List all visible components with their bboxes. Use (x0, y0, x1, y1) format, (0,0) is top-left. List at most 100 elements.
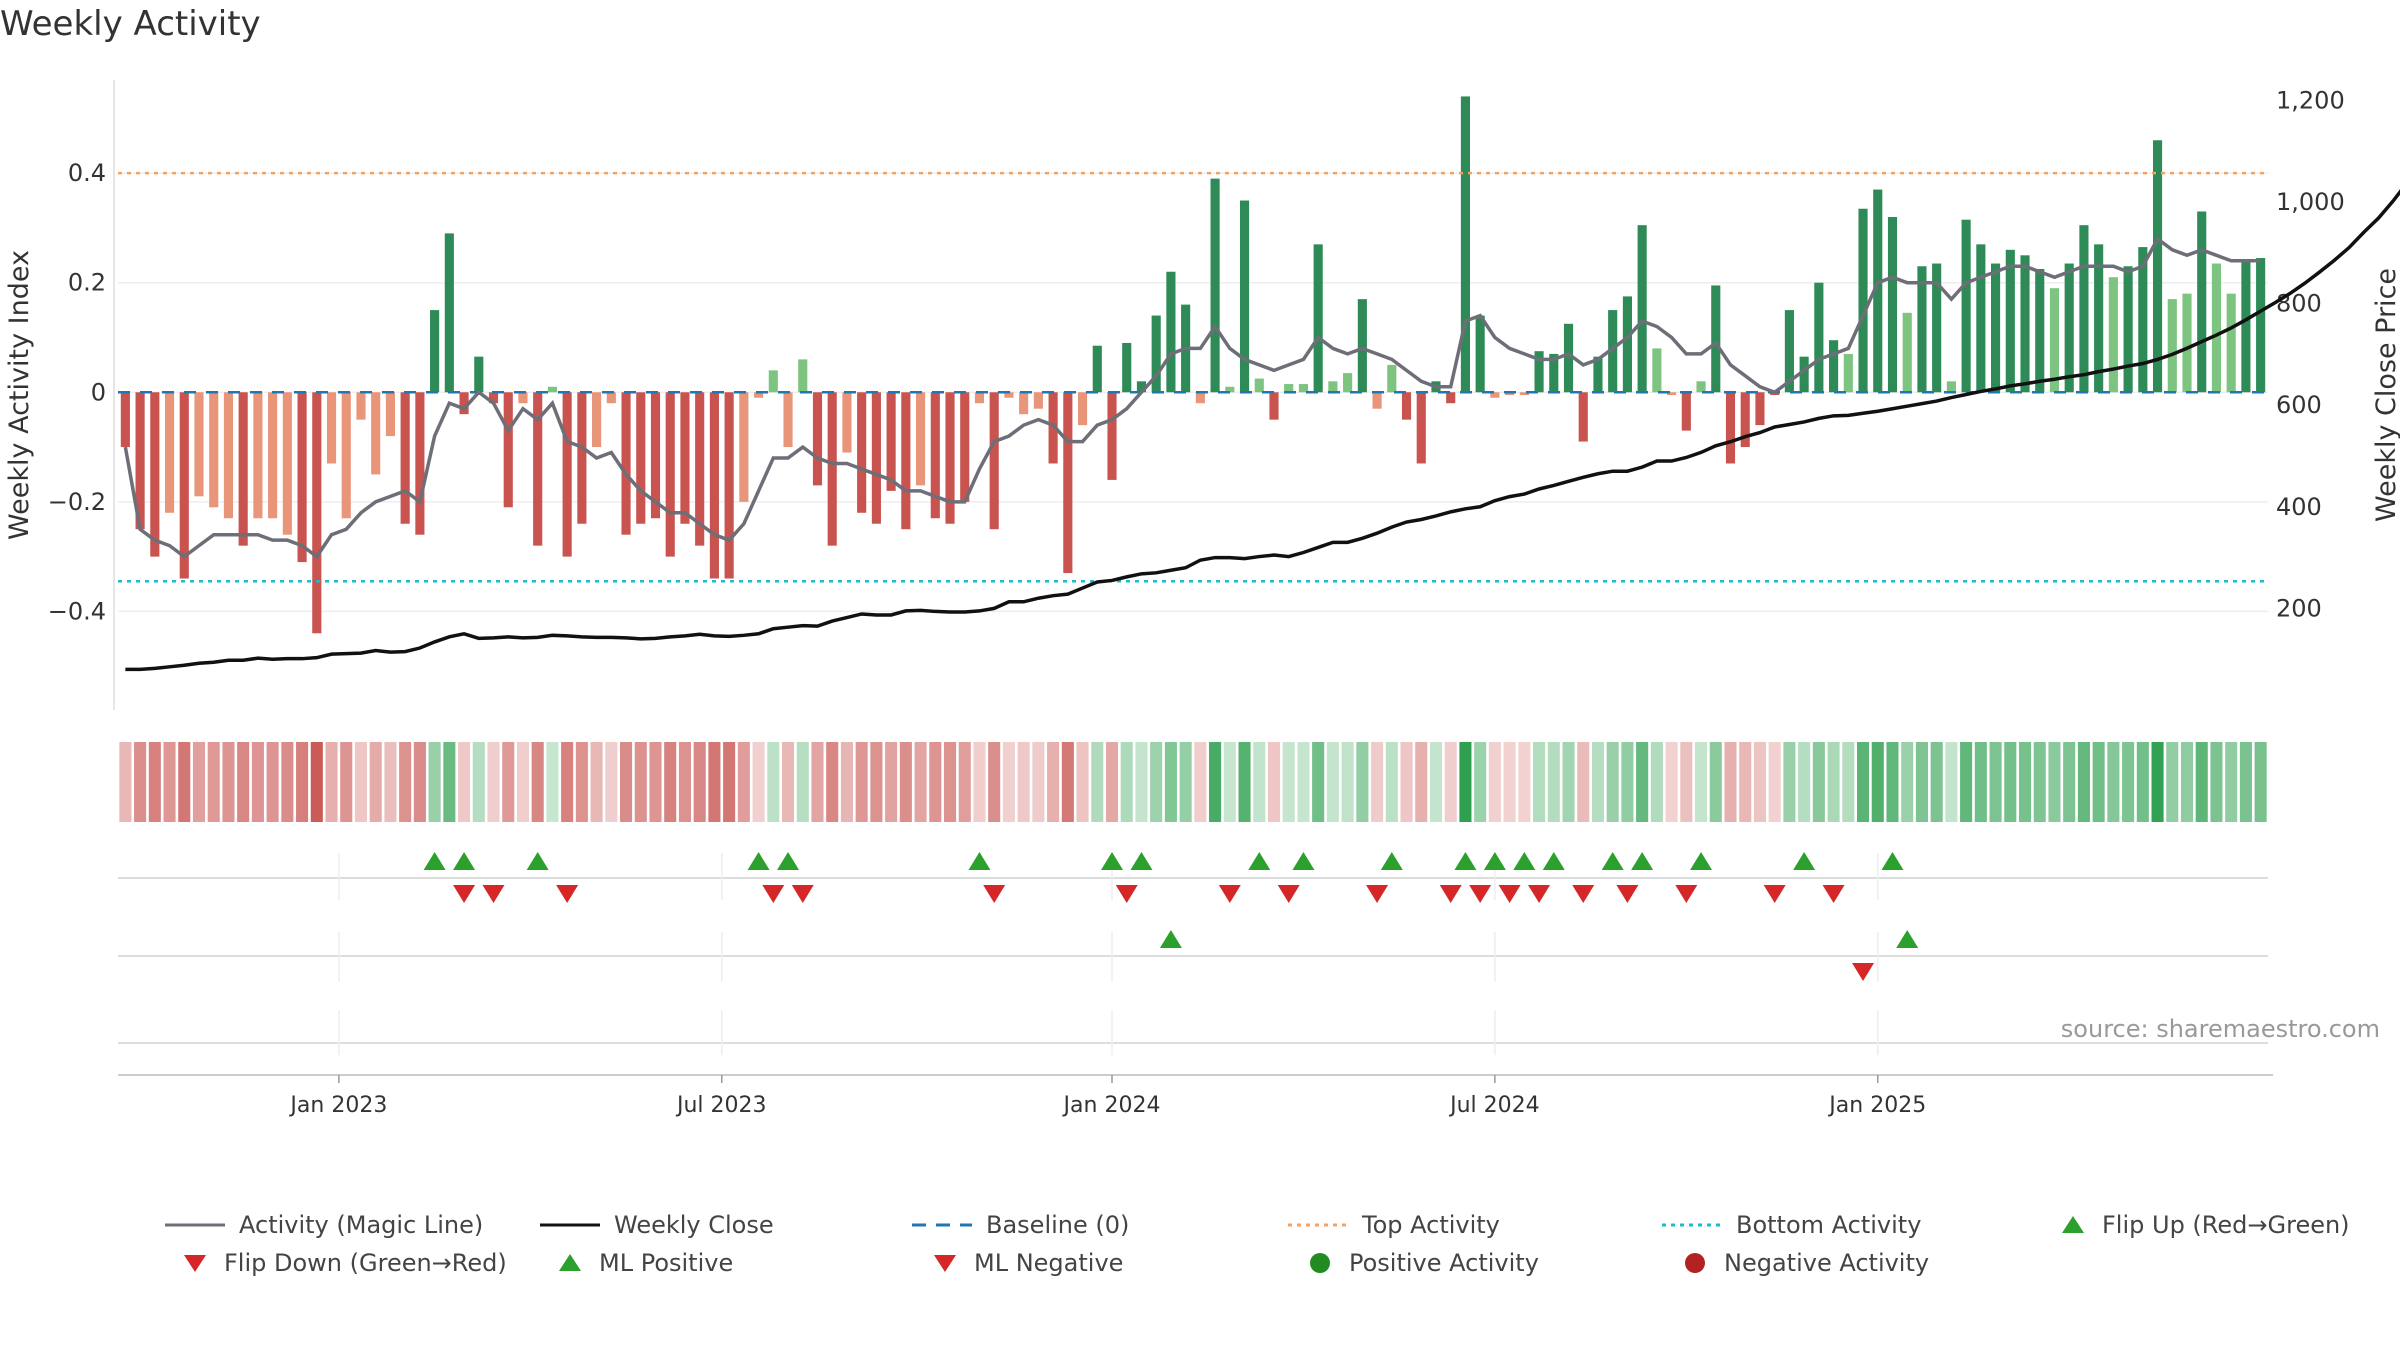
activity-bar (1902, 312, 1912, 393)
activity-bar (1298, 384, 1309, 393)
activity-bar (1475, 315, 1485, 393)
activity-bar (1843, 353, 1853, 393)
heat-strip-cell (1621, 742, 1634, 822)
heat-strip-cell (988, 742, 1001, 822)
legend-label: Activity (Magic Line) (239, 1211, 484, 1239)
activity-bar (135, 392, 145, 530)
activity-bar (901, 392, 911, 530)
activity-bar (1563, 323, 1574, 393)
posact-legend-icon (1310, 1253, 1330, 1273)
heat-strip-cell (1105, 742, 1119, 822)
heat-strip-cell (1400, 742, 1413, 822)
heat-strip-cell (1282, 742, 1295, 822)
activity-bar (2256, 258, 2266, 393)
activity-bar (2020, 255, 2030, 393)
activity-bar (1019, 392, 1029, 415)
flip-up-marker (968, 852, 991, 870)
heat-strip-cell (634, 742, 647, 822)
magic-line (123, 236, 2261, 560)
activity-bar (1505, 392, 1515, 395)
heat-strip-cell (620, 742, 633, 822)
x-tick-label: Jan 2023 (288, 1093, 387, 1118)
activity-bar (709, 392, 719, 579)
heat-strip-cell (1091, 742, 1104, 822)
heat-strip-cell (325, 742, 338, 822)
flip-down-marker (983, 885, 1006, 903)
ml-positive-marker (1159, 930, 1182, 948)
y-tick-label-right: 800 (2276, 290, 2322, 318)
flip-down-marker (1528, 885, 1551, 903)
heat-strip-cell (310, 742, 323, 822)
activity-bar (1107, 392, 1117, 480)
activity-bar (989, 392, 999, 530)
weekly-close-line (125, 189, 2400, 672)
x-tick-label: Jul 2023 (675, 1093, 767, 1118)
heat-strip-cell (1960, 742, 1973, 822)
activity-bar (1667, 392, 1677, 395)
flip-up-marker (1101, 852, 1124, 870)
heat-strip-cell (2210, 742, 2223, 822)
flip-up-marker (423, 852, 446, 870)
activity-bar (1578, 392, 1588, 442)
heat-strip-cell (1562, 742, 1575, 822)
activity-bar (1932, 263, 1942, 393)
activity-bar (2049, 288, 2060, 393)
activity-bar (680, 392, 690, 524)
activity-bar (754, 392, 764, 398)
heat-strip-cell (2254, 742, 2267, 822)
heat-strip-cell (1798, 742, 1811, 822)
ml-negative-marker (1852, 963, 1875, 981)
activity-bar (1122, 342, 1132, 393)
legend-item-negact: Negative Activity (1680, 1249, 1929, 1277)
activity-bar (1755, 392, 1765, 426)
activity-bar (2108, 277, 2118, 393)
heat-strip-cell (1842, 742, 1855, 822)
magic-legend-icon (165, 1223, 225, 1227)
activity-bar (1490, 392, 1500, 398)
activity-bar (503, 392, 513, 508)
close-legend-icon (540, 1223, 600, 1227)
legend-label: Flip Down (Green→Red) (224, 1249, 507, 1277)
heat-strip-cell (531, 742, 544, 822)
activity-bar (960, 392, 970, 502)
heat-strip-cell (443, 742, 456, 822)
y-tick-label-right: 600 (2276, 391, 2322, 419)
heat-strip-cell (1488, 742, 1501, 822)
heat-strip-cell (237, 742, 250, 822)
heat-strip-cell (1267, 742, 1281, 822)
activity-bar (665, 392, 675, 557)
heat-strip-cell (855, 742, 868, 822)
heat-strip-cell (502, 742, 515, 822)
heat-strip-cell (1209, 742, 1222, 822)
heat-strip-cell (2092, 742, 2105, 822)
heat-strip-cell (1827, 742, 1840, 822)
flip-up-marker (1513, 852, 1536, 870)
heat-strip-cell (207, 742, 220, 822)
legend-label: Flip Up (Red→Green) (2102, 1211, 2350, 1239)
y-axis-title-right: Weekly Close Price (2371, 268, 2400, 522)
heat-strip-cell (428, 742, 441, 822)
activity-bar (871, 392, 881, 524)
activity-bar (2035, 269, 2045, 393)
heat-strip-cell (1680, 742, 1693, 822)
activity-bar (2211, 263, 2222, 393)
activity-bar (356, 392, 366, 420)
heat-strip-cell (1150, 742, 1163, 822)
heat-strip-cell (354, 742, 368, 822)
heat-strip-cell (281, 742, 294, 822)
activity-bar (194, 392, 204, 497)
heat-strip-cell (1915, 742, 1928, 822)
legend-label: Negative Activity (1724, 1249, 1930, 1277)
flip-down-marker (1439, 885, 1462, 903)
heat-strip-cell (369, 742, 382, 822)
legend-item-baseline: Baseline (0) (912, 1211, 1129, 1239)
flip-up-marker (747, 852, 770, 870)
heat-strip-cell (811, 742, 824, 822)
activity-bar (1239, 200, 1250, 393)
bottom-legend-icon (1662, 1223, 1722, 1227)
heat-strip-cell (693, 742, 706, 822)
legend-item-posact: Positive Activity (1305, 1249, 1539, 1277)
heat-strip-cell (1444, 742, 1457, 822)
activity-bar (533, 392, 543, 546)
flip-up-marker (777, 852, 800, 870)
